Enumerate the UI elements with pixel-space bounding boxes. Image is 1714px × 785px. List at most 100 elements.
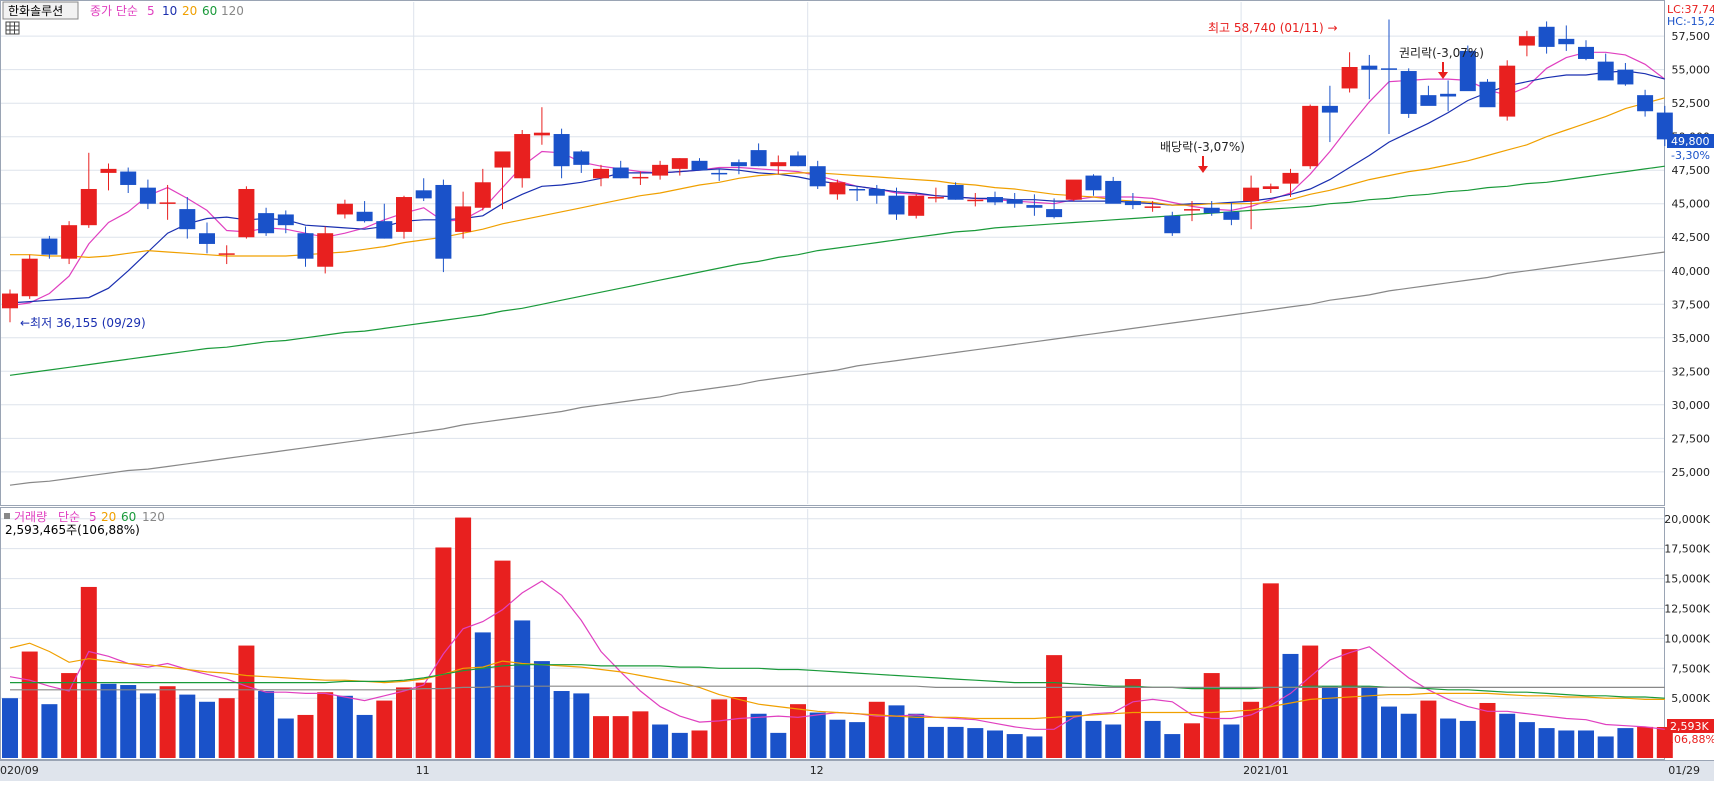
candle-body xyxy=(770,162,787,167)
candle-body xyxy=(1499,65,1516,117)
volume-bar xyxy=(593,716,609,758)
volume-bar xyxy=(1065,711,1082,758)
volume-bar xyxy=(1656,726,1673,758)
candle-body xyxy=(297,233,314,259)
volume-ma120-line xyxy=(10,685,1665,691)
candle-body xyxy=(356,211,373,222)
candle-body xyxy=(1518,36,1535,46)
rights-annotation: 권리락(-3,07%) xyxy=(1399,46,1484,60)
volume-bar xyxy=(770,732,787,758)
volume-bar xyxy=(1578,730,1594,758)
volume-bar xyxy=(1420,700,1437,758)
candle-body xyxy=(691,160,708,171)
volume-bar xyxy=(927,726,944,758)
candle-body xyxy=(1164,215,1181,234)
volume-y-tick-label: 20,000K xyxy=(1664,513,1710,526)
candle-body xyxy=(888,195,905,215)
price-y-tick-label: 47,500 xyxy=(1672,164,1711,177)
volume-bar xyxy=(908,713,925,758)
candle-body xyxy=(593,168,609,179)
candle-body xyxy=(1637,95,1654,112)
candle-body xyxy=(159,202,176,204)
volume-bar xyxy=(1046,655,1063,758)
candle-body xyxy=(1420,95,1437,106)
hc-readout: HC:-15,2 xyxy=(1667,15,1714,28)
volume-bar xyxy=(317,692,334,758)
candle-body xyxy=(41,238,58,255)
volume-legend-marker xyxy=(4,513,10,519)
current-volume-tag-box xyxy=(1667,719,1714,733)
stock-name-box[interactable] xyxy=(2,1,79,20)
vol-legend-period-20: 20 xyxy=(101,510,116,524)
price-y-tick-label: 57,500 xyxy=(1672,30,1711,43)
lc-readout: LC:37,74 xyxy=(1667,3,1714,16)
volume-legend-title: 거래량 xyxy=(14,510,47,524)
price-y-tick-label: 45,000 xyxy=(1672,198,1711,211)
candle-body xyxy=(573,151,590,165)
candlesticks xyxy=(2,19,1673,323)
volume-bars xyxy=(2,517,1673,758)
volume-bar xyxy=(1026,736,1043,758)
volume-bar xyxy=(396,687,412,758)
candle-body xyxy=(1617,69,1634,85)
price-y-tick-label: 27,500 xyxy=(1672,432,1711,445)
volume-bar xyxy=(1440,718,1457,758)
price-y-tick-label: 55,000 xyxy=(1672,64,1711,77)
candle-body xyxy=(258,213,275,234)
volume-bar xyxy=(1302,645,1319,758)
volume-y-tick-label: 5,000K xyxy=(1671,692,1710,705)
high-annotation: 최고 58,740 (01/11) → xyxy=(1208,21,1338,35)
volume-bar xyxy=(671,732,688,758)
x-axis-strip xyxy=(0,760,1714,781)
volume-bar xyxy=(790,704,806,758)
price-legend-label: 종가 단순 xyxy=(90,4,138,18)
volume-bar xyxy=(1381,706,1397,758)
table-icon[interactable] xyxy=(5,21,20,35)
volume-bar xyxy=(1321,686,1338,758)
volume-bar xyxy=(435,547,452,758)
volume-moving-averages xyxy=(9,580,1665,730)
candle-body xyxy=(494,151,511,168)
volume-bar xyxy=(1400,713,1417,758)
candle-body xyxy=(1065,179,1082,200)
volume-bar xyxy=(238,645,255,758)
legend-period-60: 60 xyxy=(202,4,217,18)
price-y-tick-label: 32,500 xyxy=(1672,365,1711,378)
volume-y-tick-label: 17,500K xyxy=(1664,543,1710,556)
candle-body xyxy=(1282,172,1299,184)
volume-gridlines xyxy=(1,518,1664,699)
volume-bar xyxy=(179,694,196,758)
candle-body xyxy=(1203,207,1220,214)
volume-bar xyxy=(533,661,550,758)
price-y-tick-label: 42,500 xyxy=(1672,231,1711,244)
volume-bar xyxy=(120,685,137,758)
volume-bar xyxy=(809,712,826,758)
candle-body xyxy=(750,150,767,167)
volume-bar xyxy=(199,701,215,758)
volume-bar xyxy=(376,700,393,758)
candle-body xyxy=(120,171,137,185)
candle-body xyxy=(1381,68,1397,70)
legend-period-10: 10 xyxy=(162,4,177,18)
volume-y-tick-label: 12,500K xyxy=(1664,602,1710,615)
volume-y-tick-label: 10,000K xyxy=(1664,632,1710,645)
volume-ma20-line xyxy=(9,642,1665,720)
candle-body xyxy=(514,134,531,179)
dividend-arrow-icon xyxy=(1198,156,1208,173)
candle-body xyxy=(1302,105,1319,167)
candle-body xyxy=(927,197,944,199)
candle-body xyxy=(671,158,688,169)
candle-body xyxy=(1026,205,1043,208)
candle-body xyxy=(1538,26,1555,47)
candle-body xyxy=(1597,61,1614,81)
volume-bar xyxy=(356,714,373,758)
price-ma120-line xyxy=(9,251,1665,486)
candle-body xyxy=(1341,67,1358,89)
current-change-tag: -3,30% xyxy=(1671,149,1710,162)
candle-body xyxy=(908,195,925,216)
volume-bar xyxy=(1006,734,1023,758)
volume-bar xyxy=(868,701,885,758)
legend-period-5: 5 xyxy=(147,4,155,18)
volume-y-tick-label: 7,500K xyxy=(1671,662,1710,675)
